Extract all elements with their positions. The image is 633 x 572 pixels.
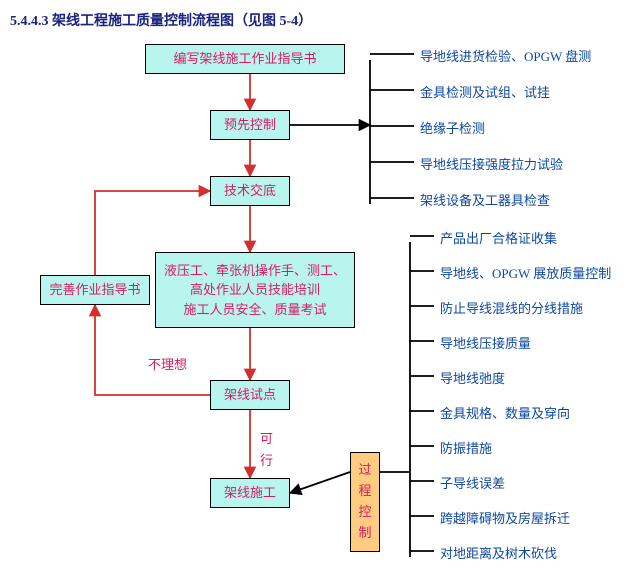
side-top-0: 导地线进货检验、OPGW 盘测 [420,46,591,65]
node-n3: 技术交底 [210,176,290,206]
node-n7: 架线施工 [210,478,290,508]
side-bottom-4: 导地线弛度 [440,368,505,387]
side-bottom-9: 对地距离及树木砍伐 [440,543,557,562]
page-title: 5.4.4.3 架线工程施工质量控制流程图（见图 5-4） [10,10,312,30]
side-bottom-8: 跨越障碍物及房屋拆迁 [440,508,570,527]
flowchart-canvas: 5.4.4.3 架线工程施工质量控制流程图（见图 5-4） 编写架线施工作业指导… [0,0,633,572]
side-bottom-5: 金具规格、数量及穿向 [440,403,570,422]
side-bottom-2: 防止导线混线的分线措施 [440,298,583,317]
node-vbox: 过程控制 [350,452,380,552]
side-top-2: 绝缘子检测 [420,118,485,137]
side-top-4: 架线设备及工器具检查 [420,190,550,209]
node-n6: 架线试点 [210,380,290,410]
node-n1: 编写架线施工作业指导书 [145,44,345,74]
node-n4: 完善作业指导书 [40,275,150,305]
side-bottom-7: 子导线误差 [440,473,505,492]
edge-label-bad: 不理想 [148,354,187,373]
edge-label-ok_l1: 可 [260,428,273,447]
node-n5: 液压工、牵张机操作手、测工、高处作业人员技能培训施工人员安全、质量考试 [155,252,355,328]
side-top-1: 金具检测及试组、试挂 [420,82,550,101]
edge-label-ok_l2: 行 [260,450,273,469]
side-bottom-6: 防振措施 [440,438,492,457]
side-bottom-3: 导地线压接质量 [440,333,531,352]
side-bottom-0: 产品出厂合格证收集 [440,228,557,247]
node-n2: 预先控制 [210,110,290,140]
side-top-3: 导地线压接强度拉力试验 [420,154,563,173]
side-bottom-1: 导地线、OPGW 展放质量控制 [440,263,611,282]
